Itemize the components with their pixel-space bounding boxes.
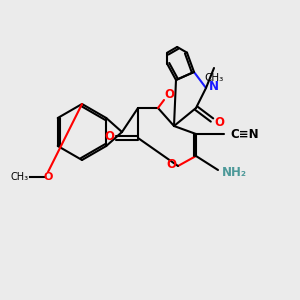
Text: O: O [214, 116, 224, 128]
Text: NH₂: NH₂ [222, 166, 247, 178]
Text: O: O [43, 172, 53, 182]
Text: CH₃: CH₃ [11, 172, 29, 182]
Text: CH₃: CH₃ [204, 73, 224, 83]
Text: O: O [164, 88, 174, 101]
Text: O: O [104, 130, 114, 143]
Text: C≡N: C≡N [230, 128, 259, 140]
Text: N: N [209, 80, 219, 92]
Text: O: O [166, 158, 176, 172]
